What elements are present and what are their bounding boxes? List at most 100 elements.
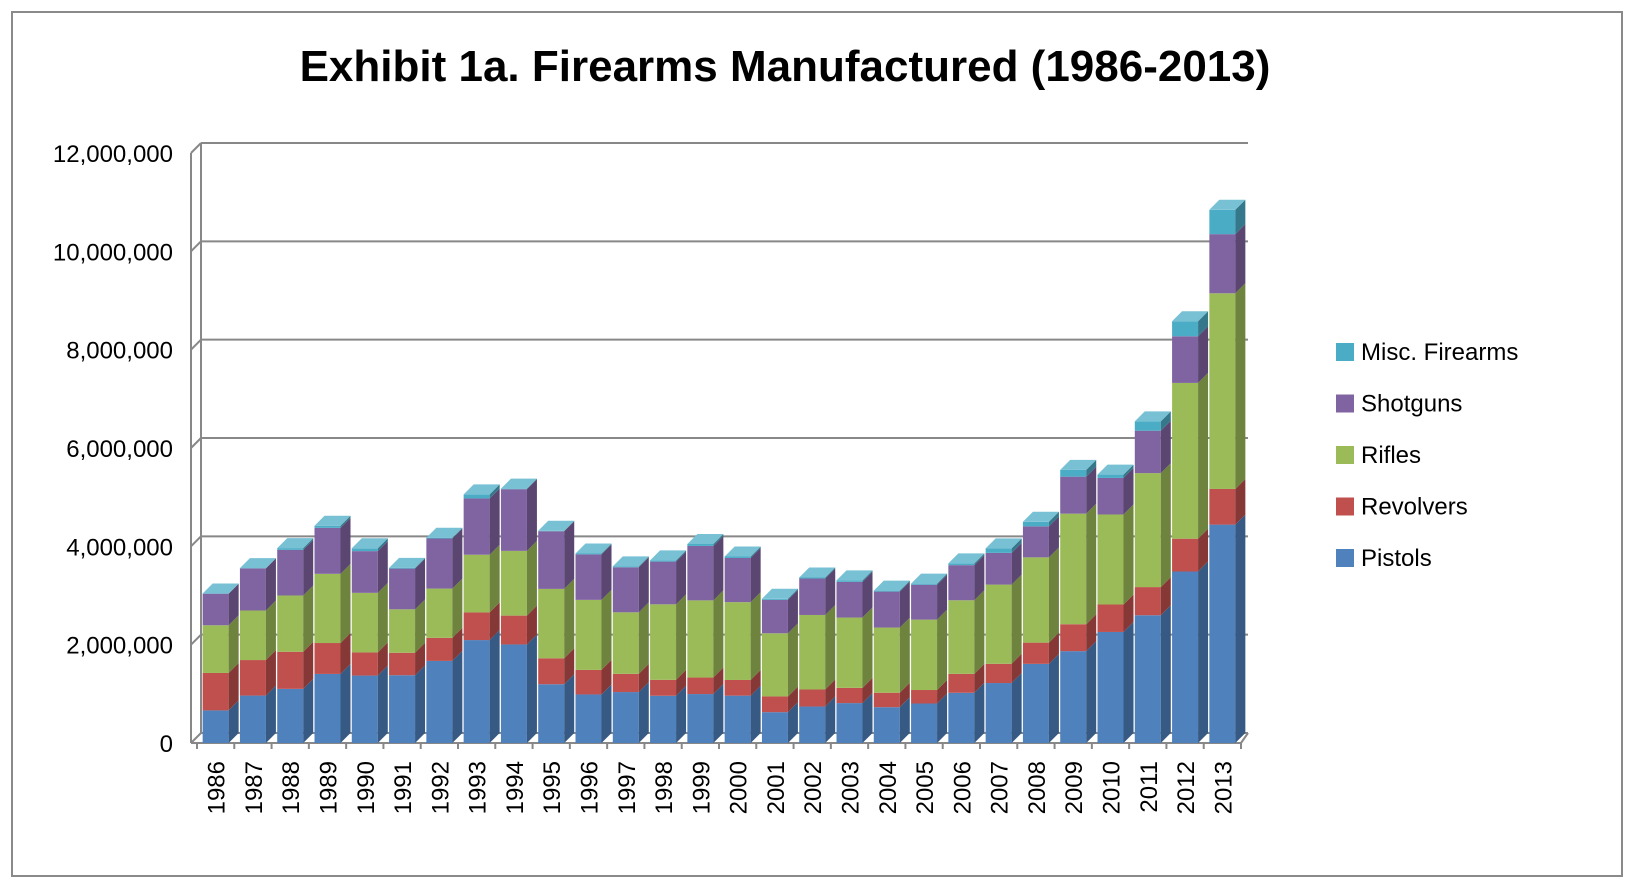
bar-segment-side (303, 538, 314, 550)
x-tick-label: 1995 (539, 761, 566, 814)
bar-segment (1209, 234, 1236, 294)
bar-segment (1097, 477, 1124, 515)
bar-segment-side (1235, 199, 1246, 235)
bar-segment-side (750, 669, 761, 696)
bar-segment (538, 531, 565, 589)
bar-segment (463, 640, 490, 743)
x-tick-label: 1992 (427, 761, 454, 814)
bar-segment (239, 695, 266, 743)
bar-segment-side (974, 590, 985, 674)
bar-segment-side (787, 588, 798, 600)
bar-top (500, 478, 537, 489)
gridline-depth (190, 142, 202, 154)
bar-segment (426, 637, 453, 661)
bar-top (202, 583, 239, 594)
bar-segment (1060, 513, 1087, 625)
x-tick-label: 2003 (838, 761, 865, 814)
bar-segment (911, 703, 938, 743)
bar-segment-side (228, 700, 239, 743)
bar-segment-side (638, 663, 649, 693)
bar-segment-side (1011, 574, 1022, 664)
bar-segment (1134, 615, 1161, 743)
bar-segment-side (415, 642, 426, 676)
bar-segment-side (1086, 466, 1097, 514)
bar-segment (1209, 524, 1236, 743)
bar-segment-side (899, 580, 910, 592)
bar-segment (687, 543, 714, 546)
bar-segment (1022, 521, 1049, 527)
bar-top (1060, 459, 1097, 470)
bar-segment (575, 669, 602, 695)
bar-segment-side (825, 604, 836, 690)
legend-swatch (1336, 446, 1354, 464)
bar-segment (1060, 651, 1087, 743)
bar-segment (202, 593, 229, 626)
bar-segment-side (974, 555, 985, 601)
bar-segment-side (1011, 673, 1022, 743)
bar-segment (948, 565, 975, 601)
bar-top (612, 556, 649, 567)
bar-segment-side (638, 602, 649, 674)
bar-segment (948, 563, 975, 566)
bar-segment-side (787, 623, 798, 697)
bar-segment-side (489, 602, 500, 641)
bar-segment (1134, 421, 1161, 431)
bar-segment (836, 581, 863, 618)
bar-segment (1097, 474, 1124, 478)
bar-segment-side (526, 478, 537, 490)
chart-frame: Exhibit 1a. Firearms Manufactured (1986-… (11, 11, 1623, 877)
x-tick-label: 2004 (875, 761, 902, 814)
x-tick-label: 2006 (949, 761, 976, 814)
bar-segment-side (974, 553, 985, 566)
bar-segment-side (1160, 577, 1171, 616)
bar-segment (351, 675, 378, 743)
bar-segment-side (265, 558, 276, 569)
bar-segment (948, 692, 975, 743)
bar-segment (500, 550, 527, 616)
bar-top (836, 570, 873, 581)
bar-segment-side (1198, 561, 1209, 743)
bar-segment-side (1160, 605, 1171, 743)
bar-segment (873, 627, 900, 693)
x-tick-label: 1987 (241, 761, 268, 814)
bar-segment (538, 684, 565, 743)
bar-segment (202, 625, 229, 673)
legend-swatch (1336, 497, 1354, 516)
bar-segment-side (228, 662, 239, 711)
bar-segment-side (489, 544, 500, 613)
bar-segment (500, 644, 527, 743)
bar-segment (1134, 430, 1161, 474)
gridline-depth (190, 633, 202, 646)
bar-segment (314, 643, 341, 674)
bar-segment (761, 633, 788, 697)
bar-segment (239, 568, 266, 611)
bar-segment-side (1235, 283, 1246, 489)
bar-segment-side (1086, 459, 1097, 477)
legend-label: Revolvers (1361, 494, 1468, 521)
y-tick-label: 0 (160, 731, 173, 758)
bar-segment (911, 619, 938, 691)
bar-segment-side (676, 594, 687, 680)
bar-segment-side (601, 659, 612, 695)
bar-segment-side (1235, 224, 1246, 294)
bar-segment-side (750, 685, 761, 743)
bar-segment-side (526, 634, 537, 743)
bar-segment (724, 556, 751, 558)
bar-segment (836, 687, 863, 704)
bar-segment-side (974, 682, 985, 743)
legend-label: Shotguns (1361, 391, 1462, 418)
x-tick-label: 2007 (987, 761, 1014, 814)
bar-segment (799, 614, 826, 690)
bar-segment-side (1198, 372, 1209, 539)
bar-segment-side (899, 617, 910, 693)
bar-segment-side (1160, 411, 1171, 431)
bar-segment-side (415, 599, 426, 653)
bar-segment (687, 677, 714, 695)
bar-segment (1172, 336, 1199, 383)
bar-segment-side (1011, 653, 1022, 684)
bar-segment-side (1198, 311, 1209, 337)
bar-segment (612, 566, 639, 568)
bar-segment-side (228, 583, 239, 626)
bar-segment (314, 525, 341, 528)
bar-segment-side (1198, 528, 1209, 572)
